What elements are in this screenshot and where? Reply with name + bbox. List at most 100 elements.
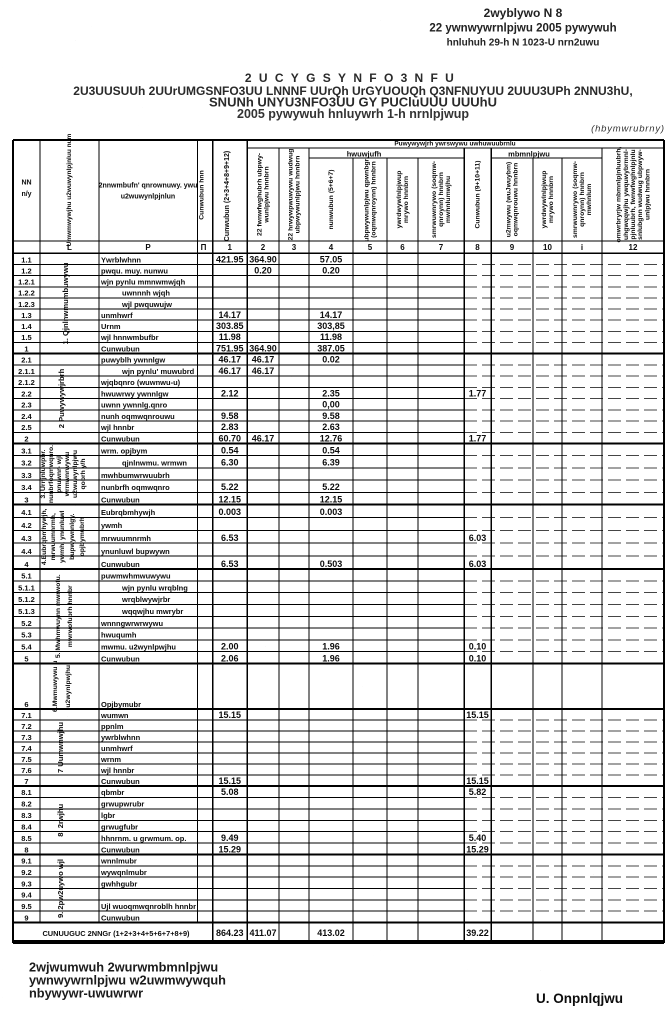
- svg-text:u2wuwynlpjnlun: u2wuwynlpjnlun: [121, 194, 175, 201]
- svg-text:smrwuwnrywo (soqmw-: smrwuwnrywo (soqmw-: [572, 161, 579, 238]
- svg-text:7.6: 7.6: [21, 766, 31, 775]
- svg-text:hhnrnm. u grwmum. op.: hhnrnm. u grwmum. op.: [101, 834, 186, 843]
- svg-text:2.63: 2.63: [322, 422, 340, 432]
- svg-text:mbmnlpjwu: mbmnlpjwu: [508, 150, 550, 159]
- svg-text:nunh oqmwqnrouwu: nunh oqmwqnrouwu: [101, 412, 175, 421]
- svg-text:0.003: 0.003: [320, 507, 343, 517]
- svg-text:wrqblwywjrbr: wrqblwywjrbr: [121, 595, 170, 604]
- svg-text:5: 5: [368, 243, 373, 252]
- svg-text:mrywo hnnbrn: mrywo hnnbrn: [403, 176, 410, 223]
- svg-text:oqmwqnrouwu hnnbrn: oqmwqnrouwu hnnbrn: [513, 163, 520, 237]
- svg-text:2.2: 2.2: [21, 389, 31, 398]
- svg-text:6: 6: [400, 243, 405, 252]
- svg-text:Cunwubun (2+3+4+8+9+12): Cunwubun (2+3+4+8+9+12): [224, 151, 231, 241]
- svg-text:wywqnlmubr: wywqnlmubr: [100, 868, 147, 877]
- svg-text:4.Eubrqbmhywjh,: 4.Eubrqbmhywjh,: [41, 508, 48, 565]
- svg-text:9.58: 9.58: [322, 411, 340, 421]
- svg-text:qnroynn) hnnbrn: qnroynn) hnnbrn: [579, 172, 586, 227]
- svg-text:1.1: 1.1: [21, 255, 31, 264]
- svg-text:ywnwywrnlpjwu w2uwmwywquh: ywnwywrnlpjwu w2uwmwywquh: [29, 973, 226, 988]
- svg-text:1.77: 1.77: [469, 433, 487, 443]
- svg-text:1.2.3: 1.2.3: [18, 300, 35, 309]
- svg-text:1.2.1: 1.2.1: [18, 278, 35, 287]
- svg-text:unmhwrf: unmhwrf: [101, 744, 133, 753]
- svg-text:46.17: 46.17: [218, 366, 241, 376]
- svg-text:2.06: 2.06: [221, 653, 239, 663]
- svg-text:4.1: 4.1: [21, 508, 31, 517]
- svg-text:Ujl wuoqmwqnroblh hnnbr: Ujl wuoqmwqnroblh hnnbr: [101, 902, 196, 911]
- svg-text:22 fwnwfwghubrh ubpwy-: 22 fwnwfwghubrh ubpwy-: [256, 153, 263, 236]
- svg-text:P: P: [145, 243, 151, 252]
- svg-text:8.3: 8.3: [21, 811, 31, 820]
- svg-text:5.2: 5.2: [21, 619, 31, 628]
- svg-text:wjl hnnbr: wjl hnnbr: [100, 766, 134, 775]
- svg-text:ywrdwywlnlpjwup: ywrdwywlnlpjwup: [541, 171, 548, 229]
- svg-text:2.1.2: 2.1.2: [18, 378, 35, 387]
- svg-text:6.03: 6.03: [469, 533, 487, 543]
- svg-text:5.22: 5.22: [322, 482, 340, 492]
- svg-text:mrwuumnrmh,: mrwuumnrmh,: [50, 513, 57, 560]
- svg-text:pnuwnr- wjl: pnuwnr- wjl: [56, 455, 63, 493]
- svg-text:303.85: 303.85: [216, 321, 244, 331]
- svg-text:12: 12: [629, 243, 638, 252]
- svg-text:8.5: 8.5: [21, 834, 31, 843]
- svg-text:Cunwubun: Cunwubun: [101, 434, 140, 443]
- svg-text:5.1.3: 5.1.3: [18, 607, 35, 616]
- svg-text:9.2: 9.2: [21, 868, 31, 877]
- svg-text:qbmbr: qbmbr: [101, 788, 124, 797]
- svg-text:SNUNh UNYU3NFO3UU GY PUCluUUU: SNUNh UNYU3NFO3UU GY PUCluUUU UUUhU: [209, 95, 497, 110]
- svg-text:mrwuumnrmh: mrwuumnrmh: [101, 534, 151, 543]
- svg-text:lgbr: lgbr: [101, 811, 115, 820]
- svg-text:i: i: [581, 243, 583, 252]
- svg-text:ubpwywunlpjwu hnnbrn: ubpwywunlpjwu hnnbrn: [295, 156, 302, 234]
- svg-text:ywrblwhnn: ywrblwhnn: [101, 733, 141, 742]
- svg-text:7 Uumwnwjhu: 7 Uumwnwjhu: [56, 722, 65, 773]
- svg-text:Cunwubun: Cunwubun: [101, 344, 140, 353]
- svg-text:Urnm: Urnm: [101, 322, 121, 331]
- svg-text:Cunwubun: Cunwubun: [101, 913, 140, 922]
- svg-text:mwhnlumwjhu: mwhnlumwjhu: [445, 176, 452, 223]
- svg-text:0,00: 0,00: [322, 400, 340, 410]
- svg-text:5.1.2: 5.1.2: [18, 595, 35, 604]
- svg-text:2.3: 2.3: [21, 401, 31, 410]
- svg-text:9: 9: [24, 913, 28, 922]
- svg-text:nunwubun (5+6+7): nunwubun (5+6+7): [328, 169, 335, 229]
- svg-text:0.54: 0.54: [322, 446, 340, 456]
- svg-text:7: 7: [24, 777, 28, 786]
- svg-text:4.4: 4.4: [21, 547, 32, 556]
- svg-text:pjnluubrh, fwnwfwghnlpjnlu: pjnluubrh, fwnwfwghnlpjnlu: [630, 149, 637, 239]
- svg-text:9.1: 9.1: [21, 857, 31, 866]
- svg-text:0.54: 0.54: [221, 446, 239, 456]
- svg-text:7.4: 7.4: [21, 744, 32, 753]
- svg-text:2.4: 2.4: [21, 412, 32, 421]
- svg-text:2wyblywo N 8: 2wyblywo N 8: [484, 6, 563, 20]
- svg-text:bupwywnnlgy.: bupwywnnlgy.: [69, 513, 76, 559]
- svg-text:413.02: 413.02: [317, 928, 345, 938]
- svg-text:2U3UUSUUh 2UUrUMGSNFO3UU LNNNF: 2U3UUSUUh 2UUrUMGSNFO3UU LNNNF UUrQh UrG…: [73, 84, 632, 98]
- svg-text:nunbrfh oqmwqnro: nunbrfh oqmwqnro: [101, 483, 170, 492]
- svg-text:n/y: n/y: [21, 191, 31, 198]
- svg-text:smrwuwnrywo (soqmw-: smrwuwnrywo (soqmw-: [431, 161, 438, 238]
- svg-text:Cunwubun: Cunwubun: [101, 845, 140, 854]
- svg-text:2UCYGSYNFO3NFU: 2UCYGSYNFO3NFU: [245, 71, 461, 85]
- svg-text:hwuwjufh: hwuwjufh: [347, 150, 382, 159]
- svg-text:60.70: 60.70: [218, 433, 241, 443]
- svg-text:1.2.2: 1.2.2: [18, 289, 35, 298]
- svg-text:puwyblh ywnnlgw: puwyblh ywnnlgw: [101, 356, 165, 365]
- svg-text:2005 pywywuh hnluywrh 1-h nrnl: 2005 pywywuh hnluywrh 1-h nrnlpjwup: [237, 107, 469, 121]
- svg-text:5.1.1: 5.1.1: [18, 583, 35, 592]
- svg-text:8.4: 8.4: [21, 822, 32, 831]
- svg-text:1.77: 1.77: [469, 388, 487, 398]
- svg-text:15.15: 15.15: [466, 776, 489, 786]
- svg-text:6.39: 6.39: [322, 458, 340, 468]
- svg-text:nunbrfoqmwqnro.: nunbrfoqmwqnro.: [48, 445, 55, 503]
- svg-text:6.53: 6.53: [221, 533, 239, 543]
- svg-text:u2wuwynlpjwu: u2wuwynlpjwu: [72, 450, 79, 498]
- svg-text:Cunwubun hnn: Cunwubun hnn: [199, 170, 206, 219]
- svg-text:6.03: 6.03: [469, 559, 487, 569]
- svg-text:qjnlnwmu. wrmwn: qjnlnwmu. wrmwn: [122, 459, 187, 468]
- svg-text:14.17: 14.17: [320, 310, 343, 320]
- svg-text:L: L: [67, 243, 72, 252]
- svg-text:7.2: 7.2: [21, 722, 31, 731]
- svg-text:wqqwjhu mwrybr: wqqwjhu mwrybr: [121, 607, 183, 616]
